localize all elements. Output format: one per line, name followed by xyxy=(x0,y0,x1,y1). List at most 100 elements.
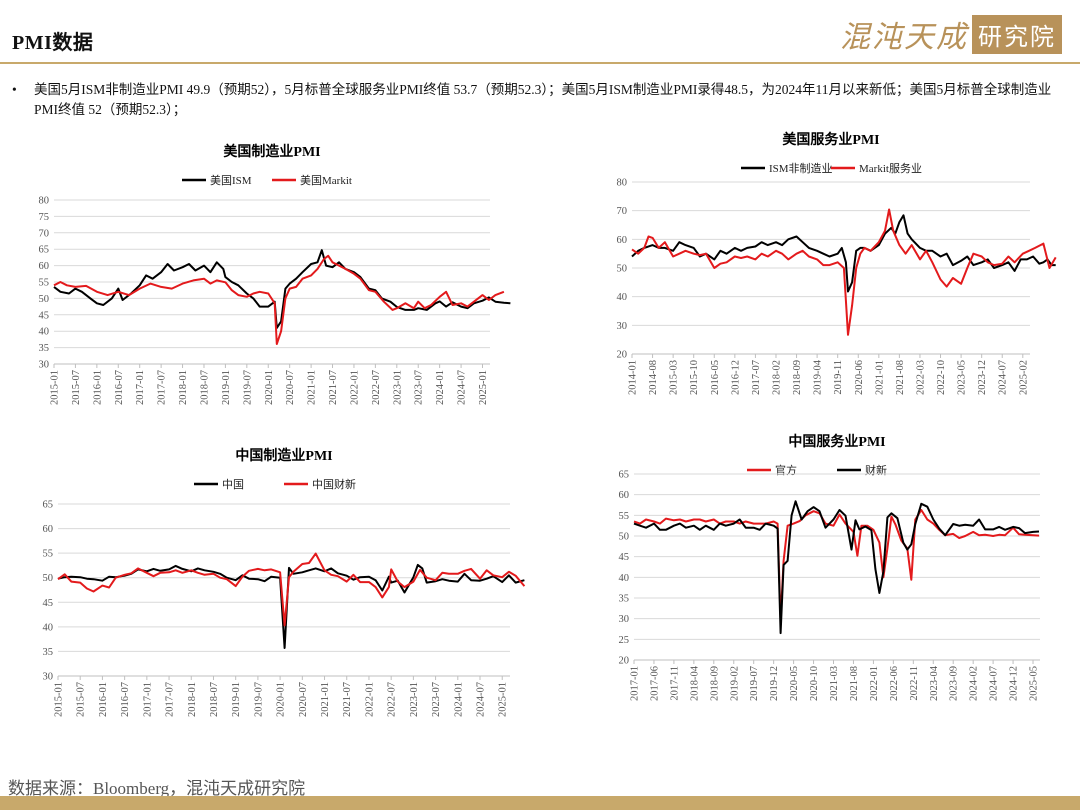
x-tick-label: 2025-02 xyxy=(1018,360,1029,395)
chart-svg: 中国制造业PMI 中国 中国财新 30 35 40 45 50 55 60 65 2015-01 201… xyxy=(43,447,526,717)
x-tick-label: 2019-11 xyxy=(833,360,844,395)
series-line xyxy=(57,552,526,627)
y-tick-label: 55 xyxy=(619,511,630,522)
x-tick-label: 2021-08 xyxy=(895,360,906,395)
x-tick-label: 2024-02 xyxy=(969,666,980,701)
y-tick-label: 60 xyxy=(43,524,54,535)
y-tick-label: 20 xyxy=(617,350,628,361)
x-tick-label: 2017-07 xyxy=(165,682,176,717)
chart-svg: 美国制造业PMI 美国ISM 美国Markit 30 35 40 45 50 55 60 65 70 7… xyxy=(39,143,511,405)
x-tick-label: 2021-03 xyxy=(829,666,840,701)
legend-label: 中国 xyxy=(222,478,244,491)
series-line xyxy=(53,254,505,345)
x-tick-label: 2024-12 xyxy=(1009,666,1020,701)
y-tick-label: 25 xyxy=(619,635,630,646)
y-tick-label: 40 xyxy=(39,327,50,338)
data-source-note: 数据来源：Bloomberg，混沌天成研究院 xyxy=(8,779,306,798)
chart-legend: 中国 中国财新 xyxy=(194,477,356,491)
y-tick-label: 50 xyxy=(619,532,630,543)
y-tick-label: 45 xyxy=(43,598,54,609)
x-tick-label: 2017-07 xyxy=(157,370,168,405)
x-tick-label: 2019-07 xyxy=(253,682,264,717)
x-tick-label: 2019-07 xyxy=(749,666,760,701)
y-tick-label: 40 xyxy=(619,573,630,584)
y-tick-label: 55 xyxy=(39,278,50,289)
summary-note: • 美国5月ISM非制造业PMI 49.9（预期52），5月标普全球服务业PMI… xyxy=(12,80,1072,120)
x-tick-label: 2021-07 xyxy=(342,682,353,717)
legend-item: 美国Markit xyxy=(272,174,352,187)
chart-legend: 官方 财新 xyxy=(747,463,887,477)
brand-research-label: 研究院 xyxy=(972,14,1062,54)
x-tick-label: 2022-01 xyxy=(364,682,375,717)
x-tick-label: 2017-01 xyxy=(142,682,153,717)
y-tick-label: 50 xyxy=(617,264,628,275)
y-tick-label: 40 xyxy=(617,292,628,303)
y-tick-label: 55 xyxy=(43,549,54,560)
x-tick-label: 2022-11 xyxy=(909,666,920,701)
x-tick-label: 2020-01 xyxy=(264,370,275,405)
legend-item: 美国ISM xyxy=(182,174,252,187)
x-tick-label: 2015-07 xyxy=(76,682,87,717)
x-tick-label: 2015-07 xyxy=(71,370,82,405)
x-tick-label: 2023-09 xyxy=(949,666,960,701)
legend-label: 财新 xyxy=(865,463,887,477)
chart-us-services-pmi: 美国服务业PMI ISM非制造业 Markit服务业 20 30 40 50 60 70 80 20… xyxy=(598,128,1057,418)
x-tick-label: 2021-08 xyxy=(849,666,860,701)
x-tick-label: 2019-04 xyxy=(813,359,824,395)
y-tick-label: 80 xyxy=(39,196,50,207)
series-line xyxy=(53,249,511,329)
y-tick-label: 50 xyxy=(39,294,50,305)
x-tick-label: 2025-01 xyxy=(498,682,509,717)
chart-legend: ISM非制造业 Markit服务业 xyxy=(741,161,922,175)
chart-svg: 美国服务业PMI ISM非制造业 Markit服务业 20 30 40 50 60 70 80 20… xyxy=(617,131,1057,395)
y-tick-label: 20 xyxy=(619,656,630,667)
y-tick-label: 35 xyxy=(619,594,630,605)
legend-label: 美国Markit xyxy=(300,174,352,187)
legend-item: 中国 xyxy=(194,478,244,491)
brand-logo: 混沌天成 研究院 xyxy=(840,14,1062,55)
x-tick-label: 2023-05 xyxy=(957,360,968,395)
x-tick-label: 2017-01 xyxy=(630,666,641,701)
x-tick-label: 2015-01 xyxy=(54,682,65,717)
series-line xyxy=(633,509,1040,622)
x-tick-label: 2023-04 xyxy=(929,665,940,701)
chart-title: 中国服务业PMI xyxy=(788,433,885,450)
x-tick-label: 2016-01 xyxy=(92,370,103,405)
y-tick-label: 30 xyxy=(39,360,50,371)
page-title: PMI数据 xyxy=(12,32,94,54)
y-tick-label: 65 xyxy=(43,500,54,511)
legend-item: 中国财新 xyxy=(284,477,356,491)
x-tick-label: 2024-07 xyxy=(476,682,487,717)
x-tick-label: 2021-01 xyxy=(874,360,885,395)
chart-us-manufacturing-pmi: 美国制造业PMI 美国ISM 美国Markit 30 35 40 45 50 55 60 65 70 7… xyxy=(18,140,518,420)
x-tick-label: 2024-01 xyxy=(453,682,464,717)
x-tick-label: 2017-06 xyxy=(649,666,660,701)
x-tick-label: 2016-05 xyxy=(710,360,721,395)
y-tick-label: 75 xyxy=(39,212,50,223)
y-tick-label: 45 xyxy=(39,310,50,321)
legend-item: ISM非制造业 xyxy=(741,161,833,175)
legend-label: 中国财新 xyxy=(312,477,356,491)
x-tick-label: 2016-07 xyxy=(114,370,125,405)
y-tick-label: 70 xyxy=(617,206,628,217)
x-tick-label: 2016-12 xyxy=(730,360,741,395)
x-tick-label: 2021-01 xyxy=(307,370,318,405)
x-tick-label: 2018-09 xyxy=(792,360,803,395)
x-tick-label: 2023-12 xyxy=(977,360,988,395)
footer-bar xyxy=(0,796,1080,810)
x-tick-label: 2020-06 xyxy=(854,360,865,395)
x-tick-label: 2024-07 xyxy=(998,360,1009,395)
legend-item: 官方 xyxy=(747,463,797,477)
x-tick-label: 2020-07 xyxy=(285,370,296,405)
y-tick-label: 40 xyxy=(43,622,54,633)
x-tick-label: 2020-07 xyxy=(298,682,309,717)
x-tick-label: 2022-07 xyxy=(387,682,398,717)
chart-china-services-pmi: 中国服务业PMI 官方 财新 20 25 30 35 40 45 50 55 60 65 2017-01 2… xyxy=(598,430,1050,720)
x-tick-label: 2018-07 xyxy=(209,682,220,717)
x-tick-label: 2014-08 xyxy=(648,360,659,395)
x-tick-label: 2023-07 xyxy=(431,682,442,717)
y-tick-label: 60 xyxy=(617,235,628,246)
x-tick-label: 2022-01 xyxy=(349,370,360,405)
x-tick-label: 2018-04 xyxy=(689,665,700,701)
x-tick-label: 2018-07 xyxy=(199,370,210,405)
